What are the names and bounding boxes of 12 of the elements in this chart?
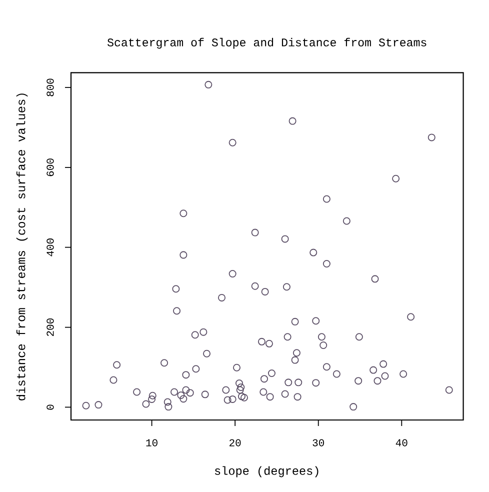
y-tick-label: 400: [46, 238, 54, 256]
y-axis-title: distance from streams (cost surface values): [16, 94, 28, 400]
y-tick-label: 200: [46, 318, 54, 336]
x-axis-title: slope (degrees): [214, 466, 318, 478]
x-tick-label: 10: [146, 439, 158, 446]
x-tick-label: 20: [230, 439, 241, 446]
y-tick-label: 0: [46, 404, 54, 410]
x-tick-label: 40: [396, 439, 408, 446]
chart-title: Scattergram of Slope and Distance from Streams: [107, 38, 426, 49]
y-tick-label: 800: [46, 78, 54, 96]
x-tick-label: 30: [312, 439, 324, 446]
y-tick-label: 600: [46, 158, 54, 176]
